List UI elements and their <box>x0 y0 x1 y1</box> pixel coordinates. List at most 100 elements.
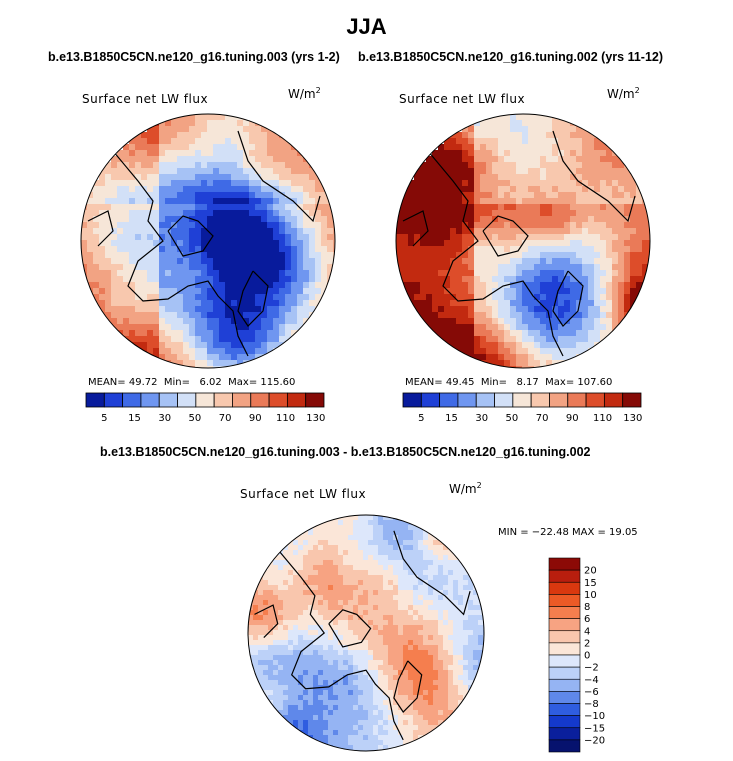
map-cell <box>328 600 334 606</box>
map-cell <box>373 570 379 576</box>
map-cell <box>283 700 289 706</box>
map-cell <box>313 640 319 646</box>
map-cell <box>333 270 335 277</box>
map-cell <box>267 162 274 169</box>
map-cell <box>373 605 379 611</box>
map-cell <box>237 120 244 127</box>
map-cell <box>423 680 429 686</box>
map-cell <box>283 645 289 651</box>
map-cell <box>624 246 631 253</box>
map-cell <box>582 168 589 175</box>
map-cell <box>468 640 474 646</box>
map-cell <box>468 680 474 686</box>
map-cell <box>426 186 433 193</box>
map-cell <box>480 270 487 277</box>
map-cell <box>492 144 499 151</box>
map-cell <box>315 192 322 199</box>
map-cell <box>398 655 404 661</box>
map-cell <box>298 605 304 611</box>
map-cell <box>273 354 280 361</box>
map-cell <box>323 520 329 526</box>
map-cell <box>219 144 226 151</box>
map-cell <box>458 605 464 611</box>
map-cell <box>428 535 434 541</box>
map-cell <box>486 180 493 187</box>
map-cell <box>135 324 142 331</box>
map-cell <box>315 180 322 187</box>
map-cell <box>323 695 329 701</box>
map-cell <box>433 545 439 551</box>
map-cell <box>468 186 475 193</box>
map-cell <box>448 575 454 581</box>
map-cell <box>308 725 314 731</box>
map-cell <box>303 725 309 731</box>
map-cell <box>297 258 304 265</box>
map-cell <box>303 300 310 307</box>
map-cell <box>358 570 364 576</box>
map-cell <box>438 730 444 736</box>
map-cell <box>428 565 434 571</box>
map-cell <box>333 750 339 751</box>
map-cell <box>612 156 619 163</box>
map-cell <box>414 282 421 289</box>
map-cell <box>283 595 289 601</box>
map-cell <box>492 336 499 343</box>
map-cell <box>522 138 529 145</box>
map-cell <box>383 650 389 656</box>
map-cell <box>207 114 214 121</box>
map-cell <box>408 635 414 641</box>
map-cell <box>534 138 541 145</box>
map-cell <box>558 318 565 325</box>
map-cell <box>147 192 154 199</box>
map-cell <box>135 192 142 199</box>
map-cell <box>630 222 637 229</box>
map-cell <box>261 324 268 331</box>
map-cell <box>450 234 457 241</box>
map-cell <box>141 150 148 157</box>
map-cell <box>558 246 565 253</box>
map-cell <box>195 354 202 361</box>
map-cell <box>111 300 118 307</box>
map-cell <box>594 192 601 199</box>
map-cell <box>129 156 136 163</box>
map-cell <box>171 312 178 319</box>
map-cell <box>378 625 384 631</box>
map-cell <box>420 234 427 241</box>
map-cell <box>492 138 499 145</box>
map-cell <box>293 540 299 546</box>
map-cell <box>594 210 601 217</box>
map-cell <box>243 318 250 325</box>
map-cell <box>373 695 379 701</box>
map-cell <box>383 565 389 571</box>
map-cell <box>111 264 118 271</box>
map-cell <box>486 204 493 211</box>
map-cell <box>463 700 469 706</box>
map-cell <box>486 342 493 349</box>
map-cell <box>373 640 379 646</box>
map-cell <box>285 270 292 277</box>
map-cell <box>195 150 202 157</box>
map-cell <box>111 198 118 205</box>
map-cell <box>183 276 190 283</box>
map-cell <box>540 156 547 163</box>
map-cell <box>308 585 314 591</box>
colorbar-box <box>585 392 605 408</box>
map-cell <box>105 192 112 199</box>
map-cell <box>373 565 379 571</box>
diff-stats: MIN = −22.48 MAX = 19.05 <box>498 527 638 538</box>
map-cell <box>333 685 339 691</box>
map-cell <box>285 246 292 253</box>
map-cell <box>402 198 409 205</box>
map-cell <box>318 725 324 731</box>
map-cell <box>323 710 329 716</box>
map-cell <box>498 330 505 337</box>
map-cell <box>418 540 424 546</box>
map-cell <box>343 550 349 556</box>
map-cell <box>298 620 304 626</box>
map-cell <box>303 306 310 313</box>
map-cell <box>283 620 289 626</box>
map-cell <box>147 246 154 253</box>
map-cell <box>225 234 232 241</box>
map-cell <box>368 715 374 721</box>
map-cell <box>333 282 335 289</box>
